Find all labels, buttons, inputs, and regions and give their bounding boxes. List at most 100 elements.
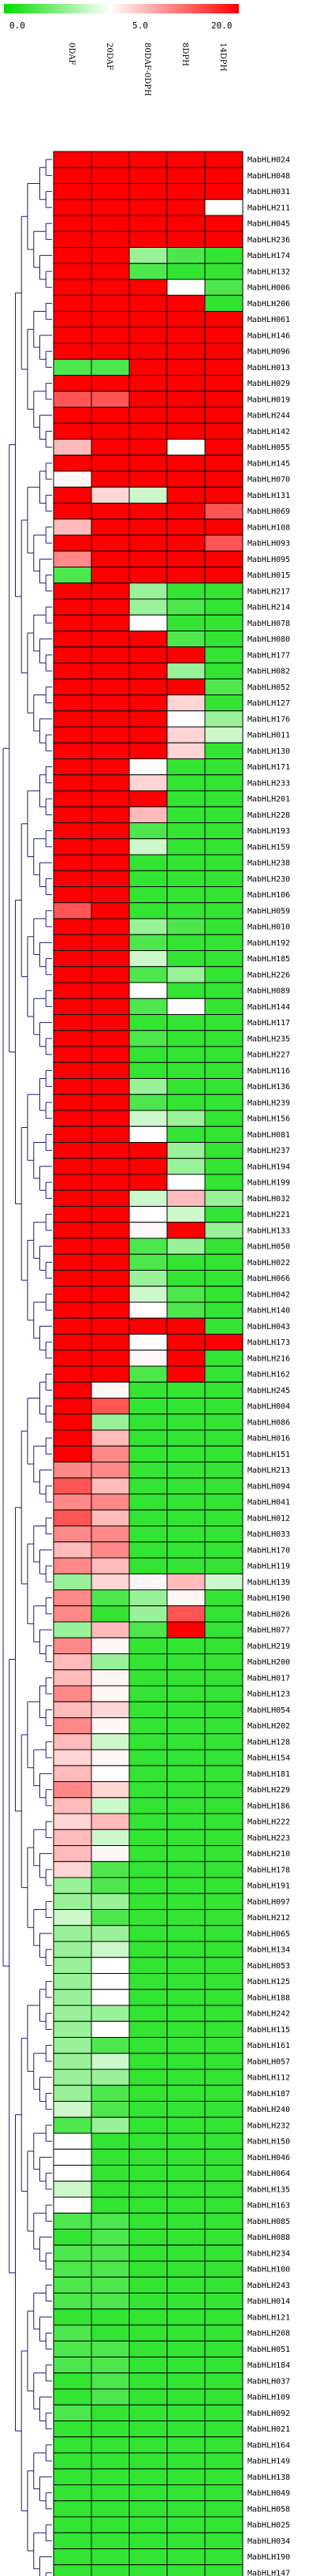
heatmap-cell	[204, 2165, 244, 2182]
heatmap-cell	[91, 2468, 130, 2485]
heatmap-cell	[204, 294, 244, 312]
row-label: MabHLH112	[247, 2074, 290, 2083]
heatmap-cell	[166, 1956, 206, 1974]
heatmap-cell	[128, 1541, 168, 1559]
heatmap-cell	[53, 1061, 92, 1079]
heatmap-cell	[91, 1334, 130, 1351]
heatmap-cell	[204, 2436, 244, 2454]
row-label: MabHLH235	[247, 1035, 290, 1043]
heatmap-cell	[166, 1158, 206, 1175]
heatmap-cell	[128, 854, 168, 871]
row-label: MabHLH242	[247, 2010, 290, 2019]
heatmap-cell	[166, 1270, 206, 1287]
heatmap-cell	[91, 1526, 130, 1543]
heatmap-cell	[91, 1989, 130, 2006]
heatmap-cell	[128, 870, 168, 887]
heatmap-cell	[53, 2181, 92, 2198]
heatmap-cell	[204, 567, 244, 584]
heatmap-cell	[128, 2357, 168, 2374]
heatmap-cell	[53, 806, 92, 823]
heatmap-cell	[128, 2181, 168, 2198]
heatmap-cell	[166, 422, 206, 440]
heatmap-cell	[204, 1573, 244, 1590]
heatmap-cell	[53, 1094, 92, 1111]
heatmap-cell	[204, 2516, 244, 2533]
heatmap-cell	[91, 215, 130, 232]
heatmap-cell	[91, 2293, 130, 2310]
heatmap-cell	[166, 279, 206, 296]
heatmap-cell	[91, 519, 130, 536]
heatmap-cell	[204, 1797, 244, 1814]
row-label: MabHLH029	[247, 380, 290, 388]
row-label: MabHLH128	[247, 1738, 290, 1747]
heatmap-cell	[166, 1110, 206, 1127]
heatmap-cell	[91, 2069, 130, 2086]
row-label: MabHLH016	[247, 1435, 290, 1443]
row-label: MabHLH132	[247, 268, 290, 276]
heatmap-cell	[128, 1365, 168, 1383]
heatmap-cell	[128, 2245, 168, 2262]
heatmap-cell	[53, 2165, 92, 2182]
heatmap-cell	[53, 486, 92, 504]
heatmap-cell	[204, 854, 244, 871]
heatmap-cell	[128, 247, 168, 264]
row-label: MabHLH077	[247, 1627, 290, 1635]
heatmap-cell	[166, 247, 206, 264]
heatmap-cell	[166, 311, 206, 328]
row-label: MabHLH041	[247, 1499, 290, 1507]
heatmap-cell	[128, 598, 168, 616]
heatmap-cell	[91, 2357, 130, 2374]
heatmap-cell	[166, 2532, 206, 2549]
row-label: MabHLH051	[247, 2346, 290, 2354]
heatmap-cell	[128, 1765, 168, 1782]
heatmap-cell	[128, 1653, 168, 1671]
row-label: MabHLH046	[247, 2154, 290, 2162]
heatmap-cell	[204, 1365, 244, 1383]
heatmap-cell	[91, 1381, 130, 1398]
heatmap-cell	[128, 327, 168, 344]
heatmap-cell	[91, 2101, 130, 2118]
row-label: MabHLH216	[247, 1354, 290, 1363]
heatmap-cell	[128, 1989, 168, 2006]
heatmap-cell	[128, 1286, 168, 1303]
heatmap-cell	[204, 1685, 244, 1702]
heatmap-cell	[128, 1413, 168, 1431]
heatmap-cell	[166, 1445, 206, 1462]
heatmap-cell	[53, 1429, 92, 1447]
heatmap-cell	[53, 1541, 92, 1559]
heatmap-cell	[204, 1381, 244, 1398]
row-label: MabHLH199	[247, 1179, 290, 1188]
heatmap-cell	[204, 2020, 244, 2038]
heatmap-cell	[166, 2260, 206, 2278]
heatmap-cell	[166, 1797, 206, 1814]
heatmap-cell	[166, 263, 206, 280]
row-label: MabHLH043	[247, 1323, 290, 1331]
heatmap-cell	[91, 582, 130, 600]
heatmap-cell	[166, 2564, 206, 2576]
heatmap-cell	[204, 2372, 244, 2390]
heatmap-cell	[204, 375, 244, 392]
heatmap-cell	[166, 1429, 206, 1447]
heatmap-cell	[204, 2212, 244, 2230]
heatmap-cell	[166, 2452, 206, 2469]
heatmap-cell	[204, 279, 244, 296]
heatmap-cell	[91, 1797, 130, 1814]
heatmap-cell	[166, 2212, 206, 2230]
heatmap-cell	[166, 2101, 206, 2118]
heatmap-cell	[91, 1813, 130, 1830]
row-label: MabHLH244	[247, 412, 290, 421]
row-label: MabHLH210	[247, 1850, 290, 1859]
heatmap-cell	[128, 455, 168, 472]
row-label: MabHLH131	[247, 492, 290, 500]
heatmap-cell	[91, 1094, 130, 1111]
heatmap-cell	[128, 1206, 168, 1223]
heatmap-cell	[128, 550, 168, 567]
heatmap-cell	[53, 2020, 92, 2038]
row-label: MabHLH006	[247, 284, 290, 293]
row-label: MabHLH185	[247, 955, 290, 964]
heatmap-cell	[166, 2404, 206, 2421]
row-label: MabHLH045	[247, 220, 290, 229]
heatmap-cell	[53, 2372, 92, 2390]
legend-tick-mid: 5.0	[132, 21, 148, 31]
heatmap-cell	[91, 455, 130, 472]
